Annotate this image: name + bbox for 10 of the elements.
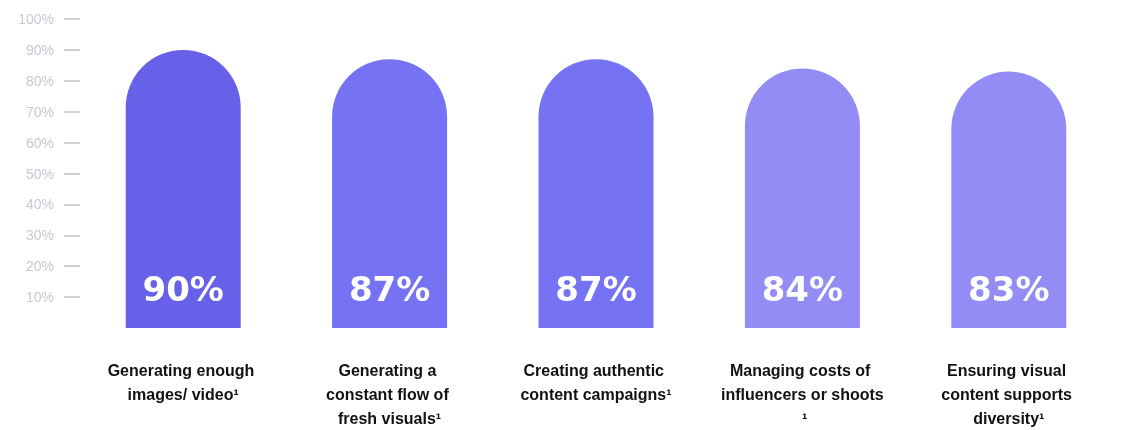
data-label: 87% — [348, 269, 431, 309]
x-tick-label: Generating a constant flow of fresh visuals¹ — [326, 361, 454, 427]
data-label: 90% — [142, 269, 224, 309]
x-tick-label: Generating enough images/ video¹ — [107, 361, 259, 403]
x-tick-label: Creating authentic content campaigns¹ — [520, 361, 672, 403]
data-label: 84% — [761, 269, 844, 309]
data-label: 83% — [968, 269, 1050, 309]
data-label: 87% — [555, 269, 637, 309]
x-tick-label: Managing costs of influencers or shoots ¹ — [721, 361, 884, 427]
x-tick-label: Ensuring visual content supports diversity¹ — [941, 361, 1077, 427]
